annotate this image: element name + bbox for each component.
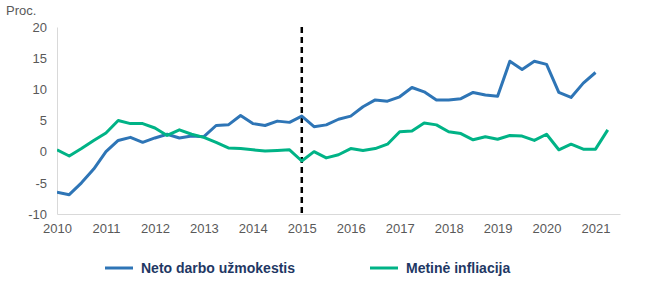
x-tick: 2016 xyxy=(337,214,366,236)
x-tick-label: 2020 xyxy=(533,221,562,236)
y-axis: -10 -5 0 5 10 15 20 xyxy=(28,20,57,222)
y-tick: 5 xyxy=(40,113,57,128)
x-tick-label: 2010 xyxy=(43,221,72,236)
y-tick: 20 xyxy=(33,20,57,35)
x-tick-label: 2018 xyxy=(435,221,464,236)
x-tick: 2015 xyxy=(288,214,317,236)
y-axis-line xyxy=(57,28,58,215)
legend-swatch xyxy=(370,267,398,270)
y-tick: 15 xyxy=(33,51,57,66)
series-line xyxy=(57,61,596,194)
y-tick-label: 20 xyxy=(33,20,47,35)
x-tick-label: 2013 xyxy=(190,221,219,236)
x-tick-label: 2012 xyxy=(141,221,170,236)
x-tick: 2012 xyxy=(141,214,170,236)
y-tick-label: -10 xyxy=(28,207,47,222)
y-tick: -10 xyxy=(28,207,57,222)
x-tick-label: 2015 xyxy=(288,221,317,236)
x-tick: 2018 xyxy=(435,214,464,236)
legend-label: Neto darbo užmokestis xyxy=(141,260,295,276)
x-tick: 2011 xyxy=(92,214,120,236)
series-line xyxy=(57,121,608,162)
y-tick: -5 xyxy=(35,175,57,190)
y-tick-label: -5 xyxy=(35,175,47,190)
y-tick-label: 15 xyxy=(33,51,47,66)
x-axis-line xyxy=(58,214,621,215)
x-tick: 2010 xyxy=(43,214,72,236)
legend-item: Metinė infliacija xyxy=(370,260,510,276)
x-tick-label: 2011 xyxy=(92,221,120,236)
x-tick-label: 2019 xyxy=(484,221,513,236)
plot: -10-505101520201020112012201320142015201… xyxy=(28,20,620,237)
x-tick: 2019 xyxy=(484,214,513,236)
legend-swatch xyxy=(105,267,133,270)
y-tick: 10 xyxy=(33,82,57,97)
x-tick: 2017 xyxy=(386,214,415,236)
y-axis-title: Proc. xyxy=(6,3,36,18)
x-axis: 2010 2011 2012 2013 2014 2015 2016 2017 2018 2019… xyxy=(43,214,620,236)
x-tick-label: 2016 xyxy=(337,221,366,236)
legend: Neto darbo užmokestis Metinė infliacija xyxy=(105,260,510,276)
x-tick-label: 2017 xyxy=(386,221,415,236)
y-tick-label: 5 xyxy=(40,113,47,128)
reference-line xyxy=(301,27,304,214)
chart: -10-505101520201020112012201320142015201… xyxy=(0,0,670,282)
legend-label: Metinė infliacija xyxy=(406,260,510,276)
x-tick-label: 2014 xyxy=(239,221,268,236)
x-tick: 2021 xyxy=(582,214,611,236)
data-area xyxy=(57,27,608,214)
x-tick: 2013 xyxy=(190,214,219,236)
y-tick-label: 0 xyxy=(40,144,47,159)
y-tick: 0 xyxy=(40,144,57,159)
legend-item: Neto darbo užmokestis xyxy=(105,260,295,276)
x-tick: 2020 xyxy=(533,214,562,236)
x-tick-label: 2021 xyxy=(582,221,611,236)
y-tick-label: 10 xyxy=(33,82,47,97)
x-tick: 2014 xyxy=(239,214,268,236)
